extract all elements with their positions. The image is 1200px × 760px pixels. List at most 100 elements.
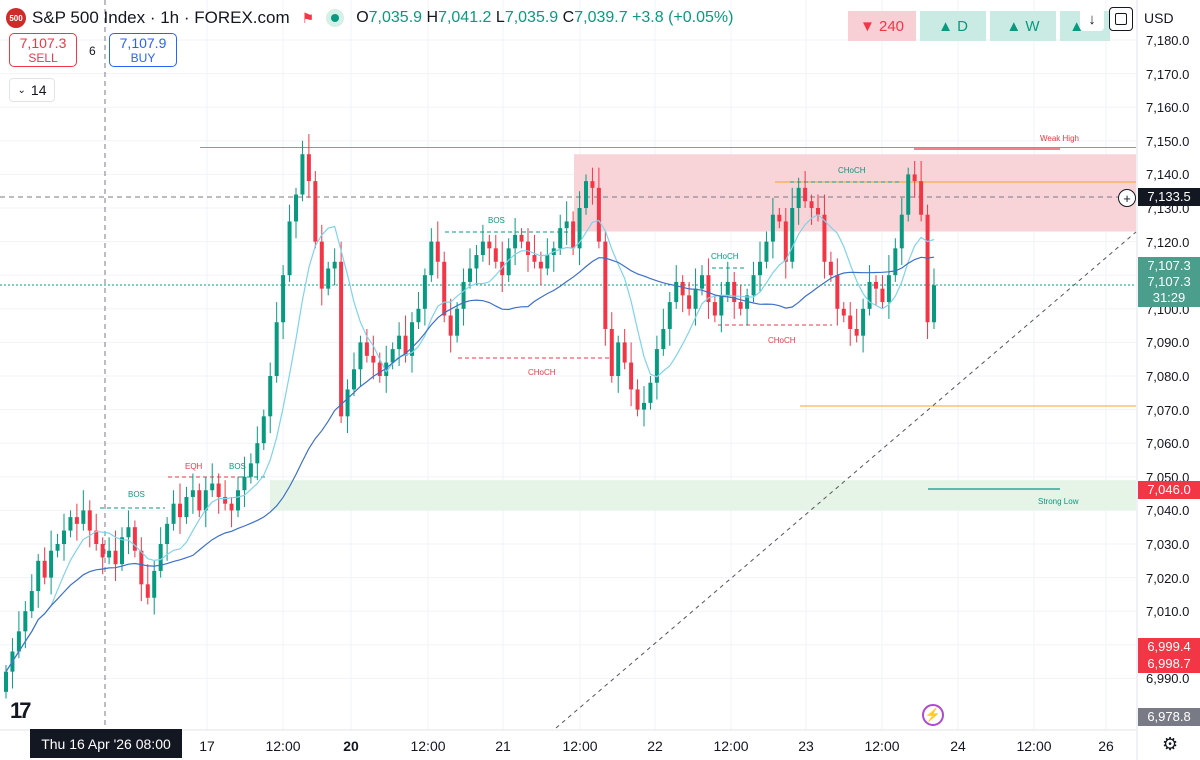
timeframe-d-button[interactable]: ▲ D <box>920 11 986 41</box>
candle-body <box>74 517 79 524</box>
candle-body <box>803 187 808 202</box>
supply-zone <box>574 154 1136 232</box>
time-tick-label: 26 <box>1098 738 1114 754</box>
price-change: +3.8 (+0.05%) <box>632 9 734 26</box>
candle-body <box>62 530 66 544</box>
timeframe-w-button[interactable]: ▲ W <box>990 11 1056 41</box>
lightning-icon[interactable]: ⚡ <box>922 704 944 726</box>
candle-body <box>809 201 814 208</box>
candle-body <box>255 443 260 464</box>
candle-body <box>468 268 472 282</box>
candle-body <box>738 302 743 309</box>
buy-label: BUY <box>130 51 156 65</box>
time-tick-label: 12:00 <box>562 738 598 754</box>
candle-body <box>345 389 350 417</box>
candle-body <box>616 342 621 376</box>
add-alert-icon[interactable]: + <box>1118 189 1136 207</box>
candle-body <box>248 463 253 477</box>
candle-body <box>113 550 118 565</box>
candle-body <box>629 362 634 390</box>
flag-icon[interactable]: ⚑ <box>301 9 315 26</box>
currency-select[interactable]: USD <box>1144 10 1174 26</box>
gear-icon[interactable]: ⚙ <box>1162 734 1179 754</box>
candle-body <box>49 550 54 578</box>
time-tick-label: 20 <box>343 738 359 754</box>
candle-body <box>590 181 595 188</box>
time-tick-label: 12:00 <box>713 738 749 754</box>
candle-body <box>770 214 775 242</box>
time-tick-label: 21 <box>495 738 511 754</box>
candle-body <box>687 295 692 309</box>
price-tick-label: 7,030.0 <box>1146 537 1190 552</box>
ma-slow-line <box>5 256 935 673</box>
candle-body <box>29 591 34 612</box>
candle-body <box>300 154 305 195</box>
candle-body <box>210 483 215 491</box>
candle-body <box>487 241 492 249</box>
strong-low-price-label: 7,046.0 <box>1138 481 1200 499</box>
candle-body <box>693 288 698 309</box>
time-tick-label: 12:00 <box>864 738 900 754</box>
choch-label: CHoCH <box>528 368 556 377</box>
candle-body <box>36 560 41 592</box>
download-icon[interactable]: ↓ <box>1080 7 1104 31</box>
candle-body <box>816 208 820 215</box>
candle-body <box>352 369 356 390</box>
spread-value: 6 <box>89 44 96 58</box>
price-tick-label: 7,020.0 <box>1146 570 1190 586</box>
market-status-icon[interactable] <box>326 9 345 27</box>
sell-button[interactable]: 7,107.3 SELL <box>9 33 77 67</box>
candle-body <box>390 349 395 363</box>
indicator-toggle[interactable]: ⌄ 14 <box>9 78 55 102</box>
price-tick-label: 7,040.0 <box>1146 503 1190 519</box>
candle-body <box>158 544 163 571</box>
candle-body <box>783 221 788 262</box>
candle-body <box>165 523 170 544</box>
candle-body <box>480 241 485 256</box>
candle-body <box>4 671 8 692</box>
symbol-title[interactable]: S&P 500 Index · 1h · FOREX.com <box>32 8 290 27</box>
buy-button[interactable]: 7,107.9 BUY <box>109 33 177 67</box>
candle-body <box>294 194 298 222</box>
candle-body <box>139 550 144 585</box>
time-tick-label: 23 <box>798 738 814 754</box>
candle-body <box>622 342 627 363</box>
candle-body <box>229 503 234 511</box>
candle-body <box>848 315 853 329</box>
crosshair-price-label: 7,133.5 <box>1138 188 1200 206</box>
level-c-price-label: 6,978.8 <box>1138 708 1200 726</box>
price-tick-label: 7,080.0 <box>1146 369 1190 384</box>
candle-body <box>455 308 460 336</box>
candle-body <box>893 248 898 276</box>
spx-logo-icon: 500 <box>6 8 26 28</box>
candle-body <box>828 261 833 276</box>
price-tick-label: 7,070.0 <box>1146 402 1190 418</box>
candle-body <box>751 275 756 296</box>
candle-body <box>526 241 530 256</box>
trendline <box>555 231 1137 729</box>
candle-body <box>558 228 563 249</box>
last-price-label: 7,107.3 7,107.3 31:29 <box>1138 257 1200 307</box>
fullscreen-icon[interactable] <box>1109 7 1133 31</box>
candle-body <box>790 208 795 262</box>
tradingview-logo-icon[interactable]: 17 <box>10 698 32 723</box>
candle-body <box>532 255 537 262</box>
candle-body <box>596 187 601 242</box>
candle-body <box>899 214 904 249</box>
candle-body <box>841 308 846 316</box>
time-tick-label: 12:00 <box>1016 738 1052 754</box>
candle-body <box>725 281 730 296</box>
candle-body <box>178 503 182 518</box>
candle-body <box>867 281 872 309</box>
candle-body <box>925 214 930 323</box>
candle-body <box>397 335 402 350</box>
eqh-label: EQH <box>185 462 203 471</box>
candle-body <box>635 389 640 410</box>
crosshair-date-label: Thu 16 Apr '26 08:00 <box>30 729 182 758</box>
bos-label: BOS <box>128 490 145 499</box>
candle-body <box>364 342 369 356</box>
timeframe-240-button[interactable]: ▼ 240 <box>848 11 916 41</box>
candle-body <box>16 631 21 652</box>
time-tick-label: 24 <box>950 738 966 754</box>
